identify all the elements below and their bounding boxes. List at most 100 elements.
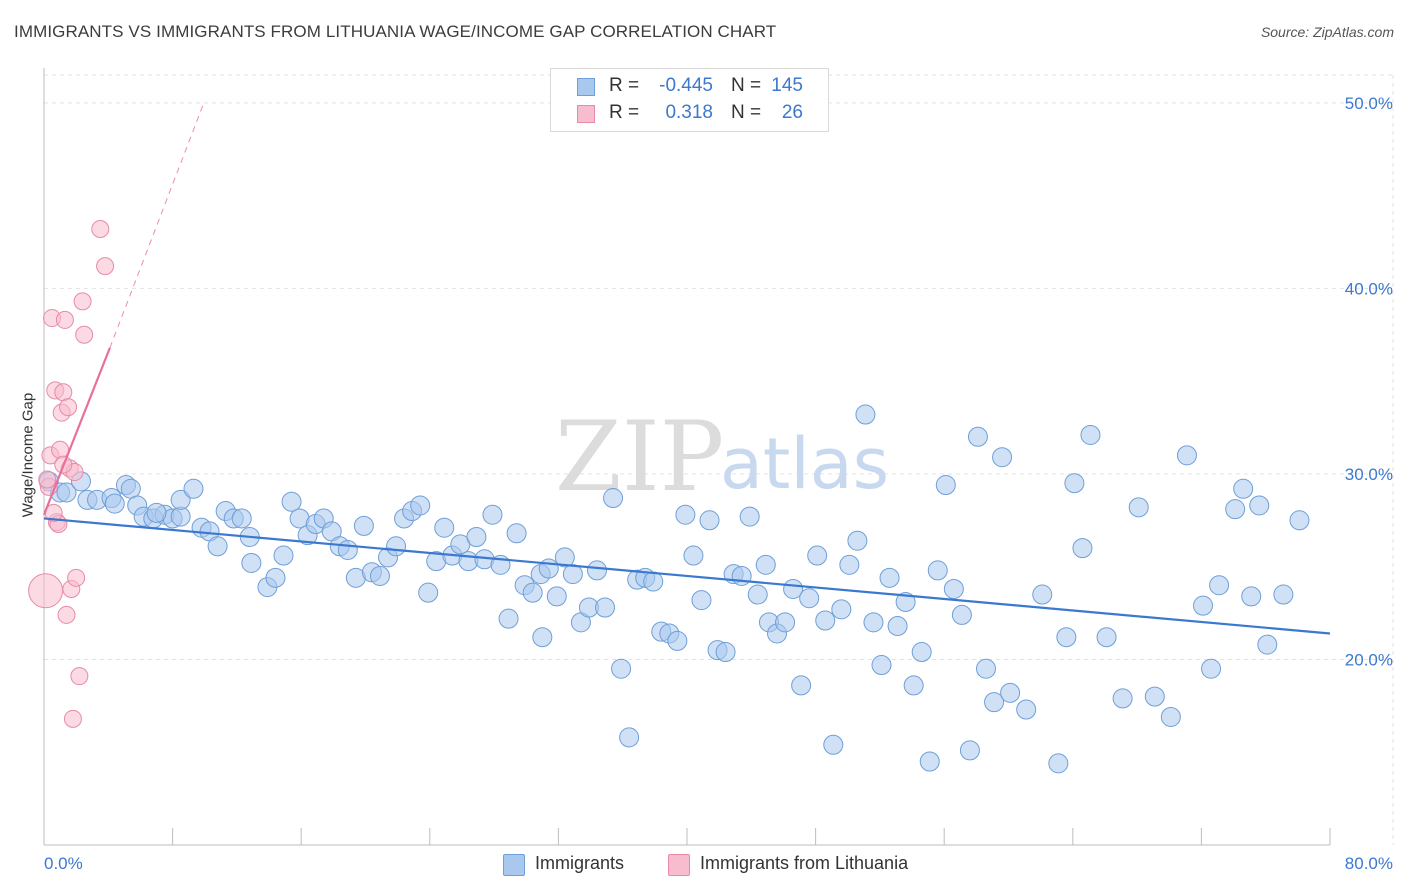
immigrants-point bbox=[1233, 478, 1254, 499]
immigrants-point bbox=[418, 582, 439, 603]
tick-labels: 20.0% 30.0% 40.0% 50.0% 0.0% 80.0% bbox=[44, 94, 1393, 873]
immigrants-point bbox=[791, 675, 812, 696]
immigrants-point bbox=[482, 504, 503, 525]
immigrants-point bbox=[959, 740, 980, 761]
lithuania-point bbox=[59, 398, 78, 417]
immigrants-point bbox=[927, 560, 948, 581]
immigrants-point bbox=[231, 508, 252, 529]
legend-r-label: R = bbox=[609, 75, 640, 96]
immigrants-point bbox=[1160, 706, 1181, 727]
legend-n-value: 145 bbox=[771, 75, 803, 96]
lithuania-trend-extension bbox=[109, 104, 204, 348]
immigrants-point bbox=[337, 539, 358, 560]
immigrants-point bbox=[855, 404, 876, 425]
immigrants-point bbox=[675, 504, 696, 525]
immigrants-point bbox=[586, 560, 607, 581]
immigrants-point bbox=[170, 489, 191, 510]
immigrants-point bbox=[554, 547, 575, 568]
immigrants-point bbox=[967, 426, 988, 447]
legend-swatch-immigrants bbox=[577, 78, 595, 96]
immigrants-point bbox=[562, 564, 583, 585]
watermark: ZIP atlas bbox=[555, 401, 889, 513]
immigrants-point bbox=[1257, 634, 1278, 655]
lithuania-point bbox=[67, 568, 86, 587]
immigrants-point bbox=[1144, 686, 1165, 707]
immigrants-point bbox=[1128, 497, 1149, 518]
immigrants-point bbox=[691, 590, 712, 611]
immigrants-point bbox=[887, 616, 908, 637]
immigrants-point bbox=[538, 558, 559, 579]
lithuania-point bbox=[63, 709, 82, 728]
immigrants-point bbox=[1273, 584, 1294, 605]
immigrants-point bbox=[410, 495, 431, 516]
immigrants-point bbox=[831, 599, 852, 620]
immigrants-point bbox=[895, 591, 916, 612]
immigrants-point bbox=[699, 510, 720, 531]
lithuania-point bbox=[38, 470, 57, 489]
immigrants-point bbox=[755, 554, 776, 575]
legend-label-immigrants: Immigrants bbox=[535, 853, 625, 873]
immigrants-point bbox=[1096, 627, 1117, 648]
immigrants-point bbox=[1056, 627, 1077, 648]
immigrants-point bbox=[1016, 699, 1037, 720]
legend-n-label: N = bbox=[731, 75, 762, 96]
immigrants-point bbox=[506, 523, 527, 544]
immigrants-point bbox=[273, 545, 294, 566]
x-tick-label-max: 80.0% bbox=[1345, 854, 1393, 873]
watermark-zip: ZIP bbox=[555, 401, 724, 513]
immigrants-point bbox=[595, 597, 616, 618]
immigrants-point bbox=[434, 517, 455, 538]
immigrants-point bbox=[619, 727, 640, 748]
legend-r-label: R = bbox=[609, 102, 640, 123]
legend-n-value: 26 bbox=[781, 102, 803, 123]
series-legend: Immigrants Immigrants from Lithuania bbox=[0, 852, 1406, 876]
immigrants-point bbox=[1241, 586, 1262, 607]
immigrants-point bbox=[532, 627, 553, 648]
immigrants-point bbox=[146, 502, 167, 523]
immigrants-point bbox=[120, 478, 141, 499]
immigrants-point bbox=[1289, 510, 1310, 531]
immigrants-point bbox=[667, 630, 688, 651]
immigrants-point bbox=[975, 658, 996, 679]
immigrants-point bbox=[815, 610, 836, 631]
immigrants-point bbox=[1249, 495, 1270, 516]
immigrants-point bbox=[241, 552, 262, 573]
immigrants-point bbox=[56, 482, 77, 503]
immigrants-point bbox=[104, 493, 125, 514]
immigrants-point bbox=[1080, 424, 1101, 445]
immigrants-point bbox=[747, 584, 768, 605]
correlation-legend: R = -0.445 N = 145 R = 0.318 N = 26 bbox=[550, 68, 829, 132]
lithuania-point bbox=[96, 257, 115, 276]
source-note: Source: ZipAtlas.com bbox=[1260, 24, 1394, 40]
immigrants-point bbox=[522, 582, 543, 603]
legend-row-lithuania: R = 0.318 N = 26 bbox=[551, 102, 828, 128]
immigrants-point bbox=[731, 565, 752, 586]
immigrants-point bbox=[903, 675, 924, 696]
immigrants-point bbox=[498, 608, 519, 629]
immigrants-point bbox=[1225, 499, 1246, 520]
immigrants-point bbox=[170, 506, 191, 527]
immigrants-point bbox=[1201, 658, 1222, 679]
legend-row-immigrants: R = -0.445 N = 145 bbox=[551, 75, 828, 101]
legend-swatch-immigrants bbox=[503, 854, 525, 876]
immigrants-point bbox=[281, 491, 302, 512]
lithuania-trend-line bbox=[42, 347, 111, 516]
immigrants-point bbox=[871, 655, 892, 676]
immigrants-point bbox=[775, 612, 796, 633]
y-tick-label: 40.0% bbox=[1345, 279, 1393, 298]
immigrants-point bbox=[353, 515, 374, 536]
immigrants-point bbox=[1112, 688, 1133, 709]
immigrants-point bbox=[879, 567, 900, 588]
immigrants-point bbox=[1064, 473, 1085, 494]
y-tick-label: 20.0% bbox=[1345, 650, 1393, 669]
immigrants-point bbox=[643, 571, 664, 592]
immigrants-point bbox=[935, 475, 956, 496]
legend-r-value: 0.318 bbox=[665, 102, 713, 123]
immigrants-point bbox=[1209, 575, 1230, 596]
immigrants-point bbox=[919, 751, 940, 772]
legend-label-lithuania: Immigrants from Lithuania bbox=[700, 853, 909, 873]
immigrants-point bbox=[183, 478, 204, 499]
lithuania-point bbox=[28, 573, 64, 609]
immigrants-point bbox=[911, 642, 932, 663]
